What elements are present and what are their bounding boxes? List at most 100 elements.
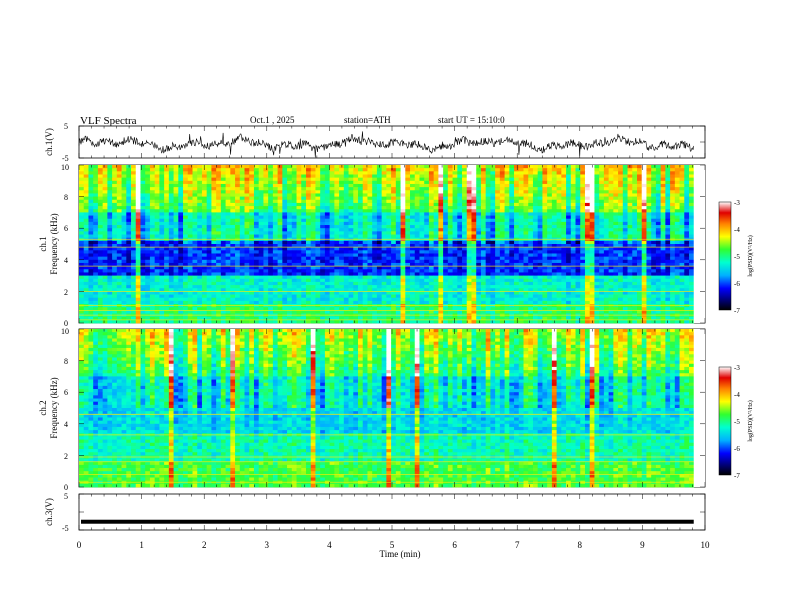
spectrogram-cell <box>320 193 326 197</box>
spectrogram-cell <box>164 247 170 251</box>
spectrogram-cell <box>192 165 198 169</box>
spectrogram-cell <box>433 218 439 223</box>
spectrogram-cell <box>580 165 586 169</box>
spectrogram-cell <box>424 225 430 229</box>
spectrogram-cell <box>305 278 312 283</box>
spectrogram-cell <box>112 259 118 264</box>
spectrogram-cell <box>471 253 477 258</box>
spectrogram-cell <box>178 215 184 220</box>
spectrogram-cell <box>443 275 449 280</box>
spectrogram-cell <box>518 262 524 267</box>
spectrogram-cell <box>310 199 316 204</box>
spectrogram-cell <box>424 165 430 169</box>
spectrogram-cell <box>443 228 449 232</box>
spectrogram-cell <box>395 266 401 270</box>
spectrogram-cell <box>485 253 491 258</box>
spectrogram-cell <box>334 253 340 258</box>
spectrogram-cell <box>372 225 378 229</box>
spectrogram-cell <box>627 278 633 283</box>
spectrogram-cell <box>386 231 392 235</box>
spectrogram-cell <box>603 247 610 251</box>
spectrogram-cell <box>168 187 174 191</box>
spectrogram-cell <box>315 190 321 194</box>
spectrogram-cell <box>670 196 676 201</box>
spectrogram-cell <box>679 275 685 280</box>
spectrogram-cell <box>173 269 179 273</box>
spectrogram-cell <box>523 228 529 232</box>
spectrogram-cell <box>97 278 104 283</box>
spectrogram-cell <box>164 269 170 273</box>
spectrogram-cell <box>499 196 505 201</box>
spectrogram-cell <box>334 206 340 210</box>
spectrogram-cell <box>447 218 453 223</box>
spectrogram-cell <box>655 177 662 182</box>
spectrogram-cell <box>320 244 326 248</box>
spectrogram-cell <box>627 202 633 207</box>
spectrogram-cell <box>646 215 652 220</box>
spectrogram-cell <box>499 190 505 194</box>
spectrogram-cell <box>528 206 534 210</box>
spectrogram-cell <box>216 250 222 254</box>
spectrogram-cell <box>499 177 505 182</box>
spectrogram-cell <box>627 174 633 179</box>
spectrogram-cell <box>244 228 250 232</box>
spectrogram-cell <box>395 240 401 245</box>
spectrogram-cell <box>599 250 605 254</box>
spectrogram-cell <box>258 196 264 201</box>
spectrogram-cell <box>584 256 591 261</box>
spectrogram-cell <box>381 272 387 276</box>
spectrogram-cell <box>159 193 165 197</box>
spectrogram-cell <box>97 199 104 204</box>
spectrogram-cell <box>532 278 539 283</box>
spectrogram-cell <box>93 240 99 245</box>
spectrogram-cell <box>646 199 652 204</box>
spectrogram-cell <box>79 212 85 216</box>
spectrogram-cell <box>537 225 543 229</box>
spectrogram-cell <box>258 199 264 204</box>
spectrogram-cell <box>121 275 127 280</box>
spectrogram-cell <box>584 183 591 188</box>
spectrogram-cell <box>268 218 274 223</box>
spectrogram-cell <box>561 165 567 169</box>
spectrogram-cell <box>159 272 165 276</box>
spectrogram-cell <box>509 183 515 188</box>
spectrogram-cell <box>102 199 108 204</box>
spectrogram-cell <box>689 168 695 172</box>
spectrogram-cell <box>287 199 293 204</box>
spectrogram-cell <box>334 275 340 280</box>
spectrogram-cell <box>589 247 595 251</box>
spectrogram-cell <box>632 196 638 201</box>
spectrogram-cell <box>287 196 293 201</box>
spectrogram-cell <box>485 177 491 182</box>
spectrogram-cell <box>518 174 524 179</box>
spectrogram-cell <box>112 177 118 182</box>
spectrogram-cell <box>414 231 420 235</box>
spectrogram-cell <box>689 247 695 251</box>
spectrogram-cell <box>641 177 647 182</box>
spectrogram-cell <box>410 215 416 220</box>
spectrogram-cell <box>206 228 212 232</box>
spectrogram-cell <box>651 259 657 264</box>
spectrogram-cell <box>244 247 250 251</box>
spectrogram-cell <box>334 165 340 169</box>
spectrogram-cell <box>495 266 501 270</box>
spectrogram-cell <box>480 250 487 254</box>
spectrogram-cell <box>499 199 505 204</box>
spectrogram-cell <box>173 231 179 235</box>
spectrogram-cell <box>509 275 515 280</box>
spectrogram-cell <box>168 253 174 258</box>
spectrogram-cell <box>178 234 184 239</box>
spectrogram-cell <box>353 212 359 216</box>
spectrogram-cell <box>79 281 85 286</box>
spectrogram-cell <box>249 247 255 251</box>
spectrogram-cell <box>168 177 174 182</box>
spectrogram-cell <box>348 180 354 185</box>
spectrogram-cell <box>523 247 529 251</box>
spectrogram-cell <box>348 247 354 251</box>
spectrogram-cell <box>594 202 600 207</box>
spectrogram-cell <box>357 218 364 223</box>
spectrogram-cell <box>263 225 269 229</box>
spectrogram-cell <box>627 221 633 226</box>
spectrogram-cell <box>428 272 435 276</box>
spectrogram-cell <box>206 212 212 216</box>
